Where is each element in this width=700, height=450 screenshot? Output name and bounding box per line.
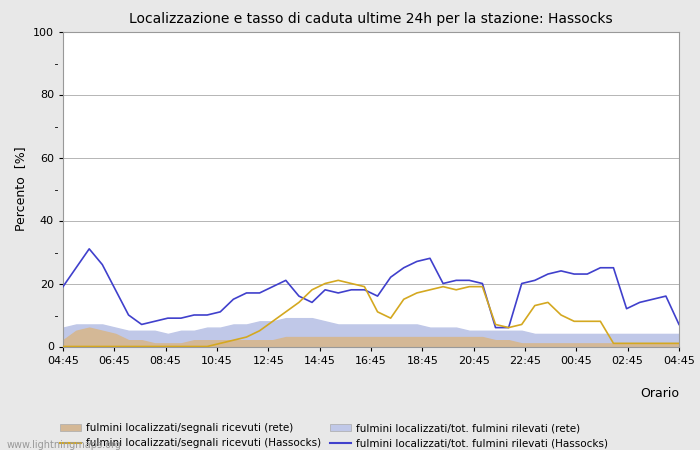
Y-axis label: Percento  [%]: Percento [%] [15,147,27,231]
Text: www.lightningmaps.org: www.lightningmaps.org [7,440,122,450]
Text: Orario: Orario [640,387,679,400]
Legend: fulmini localizzati/segnali ricevuti (rete), fulmini localizzati/segnali ricevut: fulmini localizzati/segnali ricevuti (re… [60,423,608,448]
Title: Localizzazione e tasso di caduta ultime 24h per la stazione: Hassocks: Localizzazione e tasso di caduta ultime … [130,12,612,26]
